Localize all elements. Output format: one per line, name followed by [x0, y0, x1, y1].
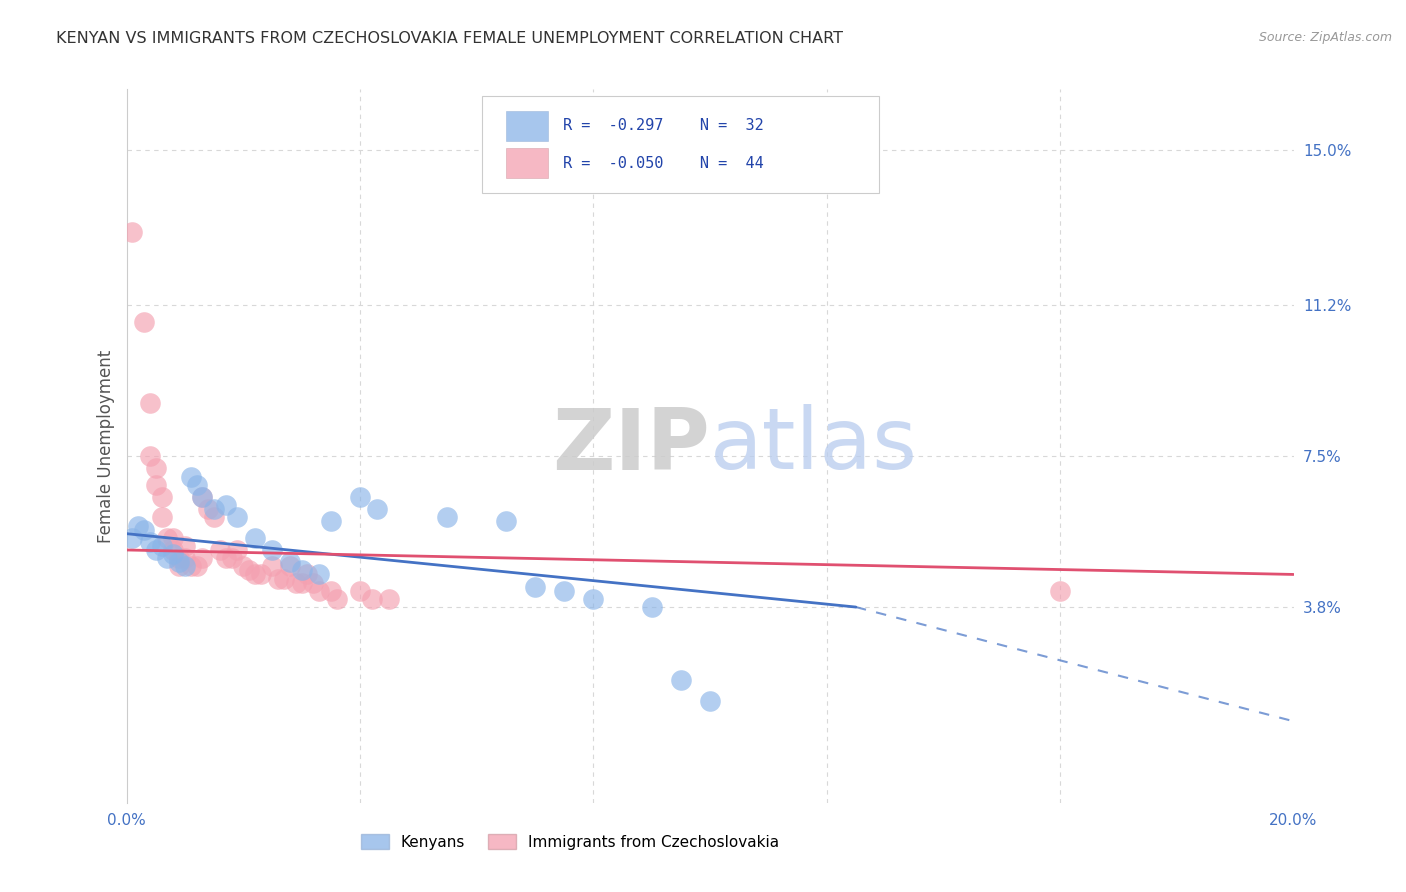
Point: [238, 563, 260, 577]
Point: [640, 600, 664, 615]
Point: [121, 225, 143, 239]
Point: [150, 510, 173, 524]
Point: [156, 531, 179, 545]
Point: [232, 559, 254, 574]
Point: [208, 543, 231, 558]
Point: [186, 477, 208, 491]
Point: [243, 531, 266, 545]
Point: [150, 490, 173, 504]
FancyBboxPatch shape: [482, 96, 879, 193]
Legend: Kenyans, Immigrants from Czechoslovakia: Kenyans, Immigrants from Czechoslovakia: [354, 828, 785, 855]
Point: [186, 559, 208, 574]
Point: [284, 575, 307, 590]
Point: [582, 591, 605, 606]
Point: [262, 559, 284, 574]
Point: [145, 543, 167, 558]
Point: [290, 575, 312, 590]
Point: [221, 551, 243, 566]
Point: [278, 555, 301, 569]
Point: [226, 543, 249, 558]
Point: [132, 523, 155, 537]
Point: [699, 694, 721, 708]
Point: [308, 583, 330, 598]
Point: [349, 490, 371, 504]
Point: [167, 555, 190, 569]
Point: [308, 567, 330, 582]
Text: Source: ZipAtlas.com: Source: ZipAtlas.com: [1258, 31, 1392, 45]
Point: [145, 477, 167, 491]
Point: [167, 559, 190, 574]
Point: [215, 498, 238, 512]
Point: [273, 572, 295, 586]
Point: [167, 551, 190, 566]
Point: [202, 510, 225, 524]
Point: [145, 461, 167, 475]
Point: [121, 531, 143, 545]
Point: [132, 315, 155, 329]
Point: [267, 572, 290, 586]
Point: [150, 539, 173, 553]
Point: [243, 567, 266, 582]
Point: [202, 502, 225, 516]
Point: [349, 583, 371, 598]
Point: [162, 547, 184, 561]
Point: [1049, 583, 1071, 598]
Point: [669, 673, 692, 688]
Point: [180, 469, 202, 483]
Point: [139, 396, 162, 410]
Point: [319, 583, 342, 598]
Point: [197, 502, 219, 516]
Point: [262, 543, 284, 558]
Point: [553, 583, 575, 598]
Point: [495, 515, 517, 529]
Text: R =  -0.050    N =  44: R = -0.050 N = 44: [562, 156, 763, 171]
Text: atlas: atlas: [710, 404, 918, 488]
Point: [191, 490, 214, 504]
Point: [436, 510, 458, 524]
Point: [180, 559, 202, 574]
Point: [278, 559, 301, 574]
Text: ZIP: ZIP: [553, 404, 710, 488]
Point: [249, 567, 271, 582]
Point: [360, 591, 382, 606]
Point: [174, 539, 197, 553]
Point: [174, 559, 197, 574]
Point: [215, 551, 238, 566]
Point: [156, 551, 179, 566]
Point: [319, 515, 342, 529]
Point: [378, 591, 401, 606]
Point: [325, 591, 347, 606]
FancyBboxPatch shape: [506, 111, 548, 141]
Point: [297, 567, 319, 582]
Point: [524, 580, 547, 594]
Point: [127, 518, 149, 533]
Point: [162, 531, 184, 545]
Y-axis label: Female Unemployment: Female Unemployment: [97, 350, 115, 542]
FancyBboxPatch shape: [506, 148, 548, 178]
Text: KENYAN VS IMMIGRANTS FROM CZECHOSLOVAKIA FEMALE UNEMPLOYMENT CORRELATION CHART: KENYAN VS IMMIGRANTS FROM CZECHOSLOVAKIA…: [56, 31, 844, 46]
Point: [366, 502, 388, 516]
Point: [191, 490, 214, 504]
Point: [139, 534, 162, 549]
Point: [226, 510, 249, 524]
Point: [302, 575, 325, 590]
Point: [191, 551, 214, 566]
Point: [290, 563, 312, 577]
Point: [139, 449, 162, 463]
Point: [162, 543, 184, 558]
Point: [174, 551, 197, 566]
Text: R =  -0.297    N =  32: R = -0.297 N = 32: [562, 118, 763, 133]
